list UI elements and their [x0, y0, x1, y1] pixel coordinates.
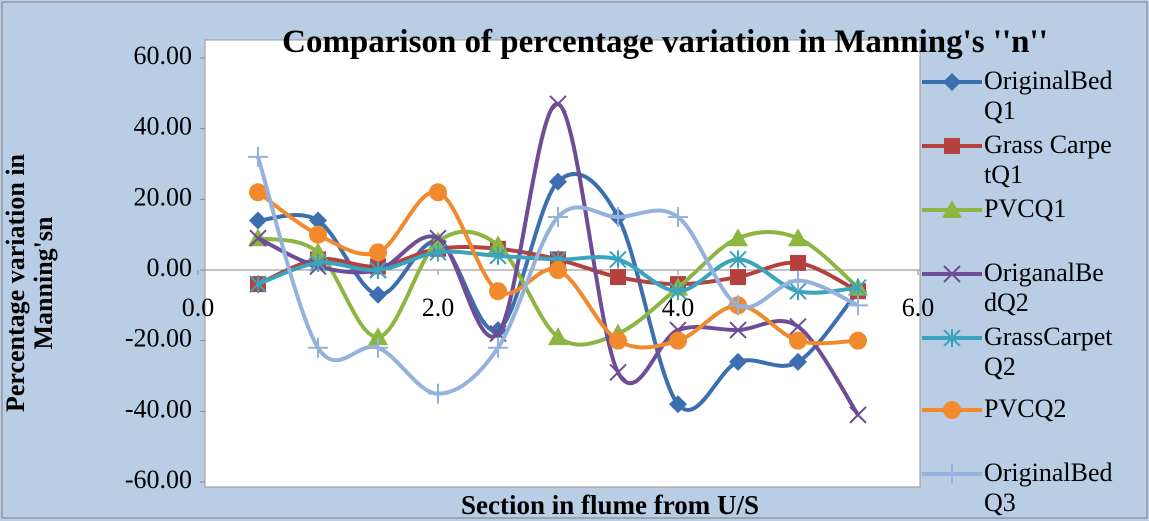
- point: [728, 228, 748, 247]
- point: [849, 278, 867, 297]
- x-tick-label: 2.0: [422, 293, 455, 322]
- legend-marker: [943, 265, 961, 283]
- point: [729, 352, 747, 371]
- legend-label: PVCQ2: [984, 394, 1067, 423]
- point: [489, 246, 507, 265]
- legend-label: GrassCarpetQ2: [984, 322, 1113, 381]
- point: [609, 363, 627, 382]
- point: [549, 95, 567, 113]
- chart-title: Comparison of percentage variation in Ma…: [282, 24, 1048, 60]
- point: [548, 207, 568, 227]
- point: [788, 228, 808, 247]
- point: [309, 211, 327, 230]
- point: [729, 250, 747, 269]
- point: [248, 146, 268, 167]
- legend-marker: [944, 138, 960, 154]
- point: [849, 406, 867, 424]
- series: [249, 243, 867, 301]
- y-tick-label: -60.00: [125, 465, 192, 494]
- y-tick-label: 60.00: [134, 41, 193, 70]
- legend-marker: [943, 329, 961, 347]
- point: [249, 183, 267, 202]
- point: [609, 250, 627, 269]
- legend-label: Grass CarpetQ1: [984, 130, 1112, 189]
- point: [728, 295, 748, 316]
- point: [789, 331, 807, 350]
- point: [788, 270, 808, 291]
- y-tick-label: -40.00: [125, 394, 192, 423]
- point: [488, 337, 508, 358]
- point: [669, 395, 687, 414]
- point: [489, 282, 507, 301]
- legend-item: [922, 73, 982, 91]
- point: [369, 285, 387, 304]
- x-axis-label: Section in flume from U/S: [461, 490, 759, 520]
- point: [308, 337, 328, 358]
- point: [669, 282, 687, 301]
- point: [790, 254, 806, 271]
- legend-item: [922, 329, 982, 347]
- point: [369, 261, 387, 279]
- point: [849, 331, 867, 350]
- point: [309, 225, 327, 244]
- point: [368, 327, 388, 346]
- series: [248, 146, 868, 404]
- line: [256, 156, 859, 396]
- point: [249, 211, 267, 230]
- point: [789, 317, 807, 336]
- point: [848, 295, 868, 316]
- x-tick-label: 0.0: [182, 293, 215, 322]
- legend-marker: [942, 200, 962, 218]
- point: [548, 327, 568, 346]
- legend-label: OriginalBedQ1: [984, 66, 1113, 125]
- point: [609, 331, 627, 350]
- point: [249, 229, 267, 247]
- point: [610, 269, 626, 286]
- legend-marker: [942, 464, 962, 484]
- legend-item: [922, 464, 982, 484]
- point: [488, 235, 508, 254]
- point: [789, 352, 807, 371]
- point: [730, 269, 746, 286]
- legend-item: [922, 401, 982, 419]
- point: [668, 207, 688, 227]
- point: [309, 253, 327, 272]
- point: [669, 331, 687, 350]
- point: [428, 383, 448, 404]
- point: [729, 321, 747, 339]
- line: [257, 229, 860, 347]
- point: [249, 275, 267, 294]
- legend-item: [922, 200, 982, 218]
- point: [369, 243, 387, 262]
- point: [429, 243, 447, 262]
- point: [429, 183, 447, 202]
- x-tick-label: 6.0: [902, 293, 935, 322]
- legend-marker: [943, 401, 961, 419]
- legend-marker: [943, 73, 961, 91]
- y-tick-label: -20.00: [125, 324, 192, 353]
- y-axis-label: Percentage variation in Manning'sn: [1, 153, 58, 413]
- y-tick-label: 20.00: [134, 182, 193, 211]
- legend-label: PVCQ1: [984, 194, 1067, 223]
- point: [429, 229, 447, 247]
- legend-item: [922, 265, 982, 283]
- y-tick-label: 0.00: [147, 253, 193, 282]
- point: [368, 337, 388, 358]
- point: [549, 261, 567, 279]
- point: [549, 172, 567, 191]
- series: [249, 183, 867, 350]
- legend-item: [922, 138, 982, 154]
- y-tick-label: 40.00: [134, 112, 193, 141]
- legend-label: OriganalBedQ2: [984, 258, 1104, 317]
- point: [308, 242, 328, 261]
- legend-label: OriginalBedQ3: [984, 458, 1113, 517]
- point: [608, 207, 628, 227]
